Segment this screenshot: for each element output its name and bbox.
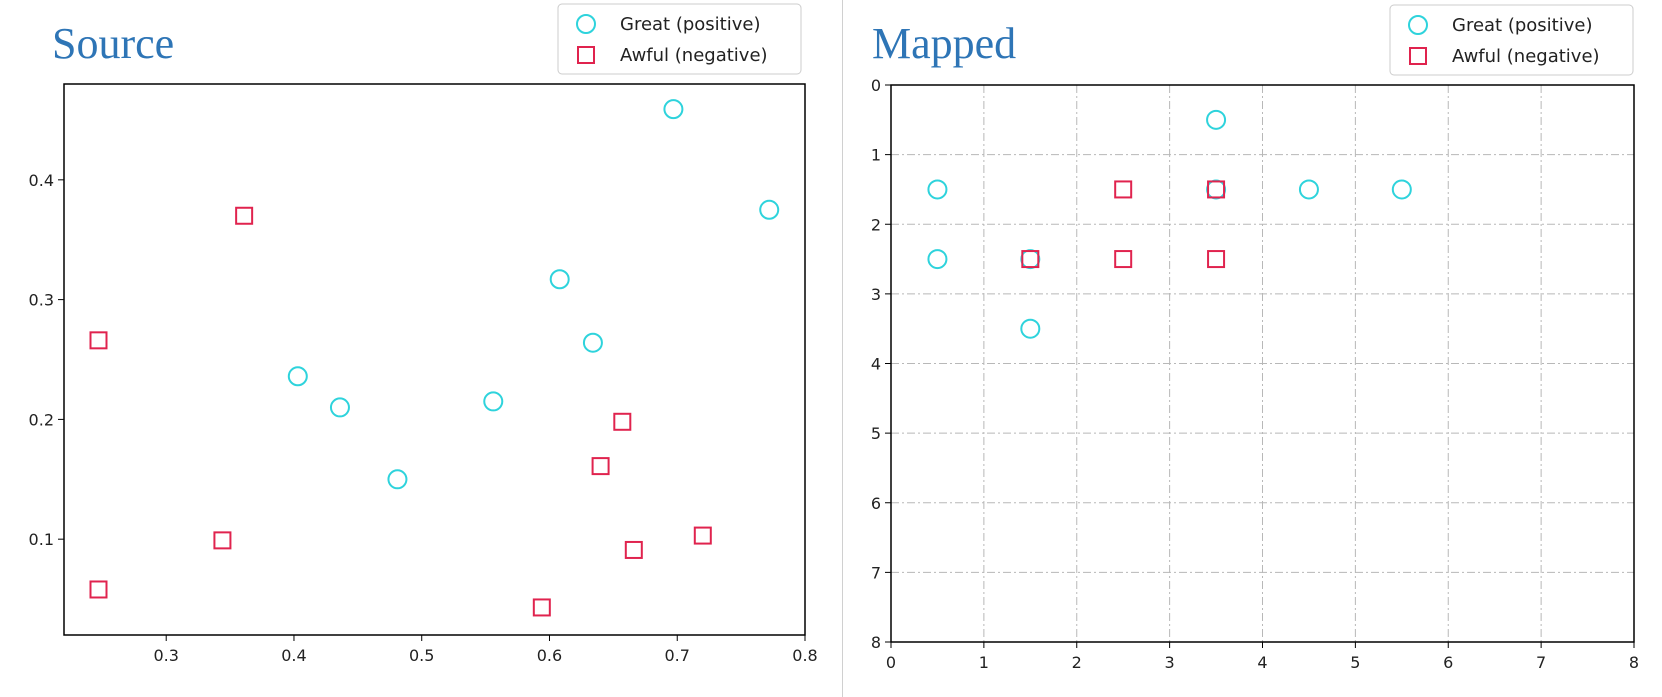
legend-label: Great (positive) (620, 14, 760, 35)
y-tick-label: 4 (871, 355, 881, 374)
x-tick-label: 0.5 (409, 646, 434, 665)
legend-square-marker (1409, 47, 1427, 65)
legend-box (557, 3, 802, 75)
x-tick-label: 8 (1629, 653, 1639, 672)
y-tick-label: 1 (871, 146, 881, 165)
awful-point (89, 580, 108, 599)
y-tick-label: 2 (871, 215, 881, 234)
great-point (329, 397, 350, 418)
x-tick-label: 0.7 (665, 646, 690, 665)
great-point (663, 99, 684, 120)
awful-point (693, 526, 712, 545)
great-point (582, 332, 603, 353)
plot-frame (63, 83, 806, 636)
y-tick-label: 0.3 (29, 291, 54, 310)
y-tick-label: 0.2 (29, 410, 54, 429)
x-tick-label: 0 (886, 653, 896, 672)
great-point (549, 269, 570, 290)
great-point (483, 391, 504, 412)
y-tick-label: 0.4 (29, 171, 54, 190)
y-tick-label: 0.1 (29, 530, 54, 549)
legend-label: Great (positive) (1452, 15, 1592, 36)
x-tick-label: 4 (1257, 653, 1267, 672)
x-tick-label: 0.4 (281, 646, 306, 665)
x-tick-label: 3 (1165, 653, 1175, 672)
awful-point (1114, 180, 1133, 199)
legend-box (1389, 4, 1634, 76)
great-point (1298, 179, 1319, 200)
legend-circle-marker (1408, 15, 1428, 35)
x-tick-label: 0.3 (153, 646, 178, 665)
x-tick-label: 6 (1443, 653, 1453, 672)
x-tick-label: 2 (1072, 653, 1082, 672)
awful-point (591, 457, 610, 476)
awful-point (1021, 250, 1040, 269)
great-point (1020, 249, 1041, 270)
x-tick-label: 0.8 (792, 646, 817, 665)
great-point (1206, 179, 1227, 200)
great-point (287, 366, 308, 387)
great-point (387, 469, 408, 490)
y-tick-label: 5 (871, 424, 881, 443)
awful-point (1207, 180, 1226, 199)
y-tick-label: 0 (871, 76, 881, 95)
great-point (927, 249, 948, 270)
x-tick-label: 0.6 (537, 646, 562, 665)
great-point (1206, 109, 1227, 130)
x-tick-label: 5 (1350, 653, 1360, 672)
mapped-title: Mapped (872, 19, 1017, 68)
awful-point (1114, 250, 1133, 269)
x-tick-label: 1 (979, 653, 989, 672)
y-tick-label: 8 (871, 633, 881, 652)
awful-point (624, 540, 643, 559)
x-tick-label: 7 (1536, 653, 1546, 672)
great-point (927, 179, 948, 200)
y-tick-label: 6 (871, 494, 881, 513)
source-scatter-chart: 0.3 0.4 0.5 0.6 0.7 0.8 0.1 0.2 0.3 0.4 Great (pos… (29, 3, 818, 665)
awful-point (235, 206, 254, 225)
legend-label: Awful (negative) (620, 45, 768, 66)
y-tick-label: 3 (871, 285, 881, 304)
legend-square-marker (577, 46, 595, 64)
awful-point (613, 412, 632, 431)
y-tick-label: 7 (871, 563, 881, 582)
source-title: Source (52, 19, 175, 68)
panel-divider (842, 0, 843, 697)
awful-point (1207, 250, 1226, 269)
great-point (1391, 179, 1412, 200)
great-point (759, 199, 780, 220)
legend-label: Awful (negative) (1452, 46, 1600, 67)
awful-point (213, 531, 232, 550)
legend-circle-marker (576, 14, 596, 34)
awful-point (89, 331, 108, 350)
awful-point (532, 598, 551, 617)
great-point (1020, 318, 1041, 339)
